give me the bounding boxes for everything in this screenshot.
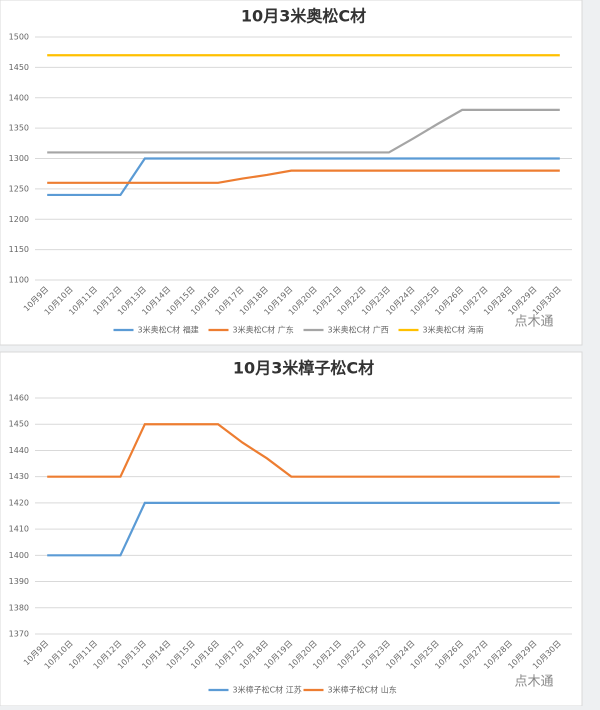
chart-panel [0, 0, 583, 346]
y-tick-label: 1410 [9, 525, 29, 534]
y-tick-label: 1500 [9, 33, 29, 42]
legend-label: 3米樟子松C材 山东 [328, 685, 397, 695]
watermark: 点木通 [514, 675, 553, 690]
y-tick-label: 1250 [9, 184, 29, 193]
series-line [47, 501, 560, 557]
legend-label: 3米奥松C材 福建 [138, 325, 199, 335]
y-tick-label: 1430 [9, 472, 29, 481]
series-line [47, 157, 560, 197]
y-tick-label: 1380 [9, 603, 29, 612]
y-tick-label: 1390 [9, 577, 29, 586]
legend-label: 3米奥松C材 广西 [328, 325, 389, 335]
watermark: 点木通 [514, 315, 553, 330]
y-tick-label: 1370 [9, 630, 29, 639]
chart-title: 10月3米奥松C材 [241, 7, 366, 26]
y-tick-label: 1400 [9, 551, 29, 560]
y-tick-label: 1440 [9, 446, 29, 455]
y-tick-label: 1100 [9, 276, 29, 285]
series-line [47, 169, 560, 184]
chart-title: 10月3米樟子松C材 [233, 359, 374, 378]
legend-label: 3米樟子松C材 江苏 [233, 685, 302, 695]
y-tick-label: 1450 [9, 63, 29, 72]
y-tick-label: 1420 [9, 498, 29, 507]
y-tick-label: 1350 [9, 124, 29, 133]
series-line [47, 108, 560, 154]
y-tick-label: 1150 [9, 245, 29, 254]
y-tick-label: 1450 [9, 420, 29, 429]
y-tick-label: 1200 [9, 215, 29, 224]
legend-label: 3米奥松C材 广东 [233, 325, 294, 335]
y-tick-label: 1460 [9, 394, 29, 403]
legend-label: 3米奥松C材 海南 [423, 325, 484, 335]
series-line [47, 423, 560, 478]
y-tick-label: 1300 [9, 154, 29, 163]
y-tick-label: 1400 [9, 93, 29, 102]
